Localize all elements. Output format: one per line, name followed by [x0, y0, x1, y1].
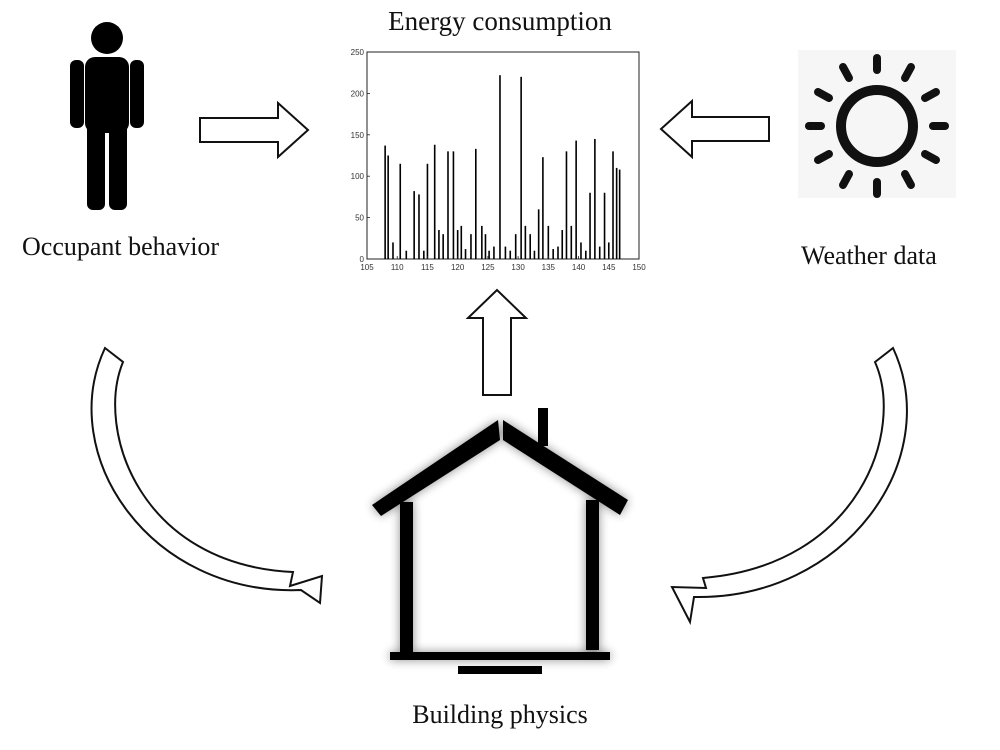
chart-bar: [426, 163, 429, 259]
chart-bar: [438, 230, 440, 259]
chart-bar: [475, 148, 477, 259]
chart-bar: [460, 225, 463, 259]
chart-bar: [464, 249, 467, 259]
chart-bar: [470, 234, 472, 259]
y-tick-label: 250: [351, 48, 365, 57]
y-tick-label: 50: [355, 214, 364, 223]
chart-bar: [565, 151, 568, 259]
chart-bar: [542, 157, 544, 259]
chart-bar: [418, 194, 420, 259]
x-tick-label: 125: [481, 263, 495, 272]
arrow-building-to-energy: [465, 288, 529, 396]
chart-bar: [607, 242, 610, 259]
chart-bar: [514, 234, 517, 259]
x-tick-label: 140: [572, 263, 586, 272]
chart-bar: [612, 151, 614, 259]
y-tick-label: 100: [351, 172, 365, 181]
chart-bar: [594, 138, 596, 259]
chart-bar: [561, 230, 564, 259]
chart-bar: [413, 191, 415, 259]
chart-bar: [481, 225, 483, 259]
chart-bar: [547, 225, 550, 259]
chart-bars: [384, 75, 621, 260]
arrow-occupant-to-building: [90, 346, 324, 605]
x-tick-label: 135: [542, 263, 556, 272]
chart-bar: [456, 230, 459, 259]
chart-bar: [488, 250, 490, 259]
person-icon: [70, 22, 144, 210]
chart-bar: [447, 151, 449, 259]
chart-bar: [585, 250, 587, 259]
chart-bar: [575, 140, 577, 259]
chart-x-ticks: 105 110 115 120 125 130 135 140 145 150: [360, 256, 646, 272]
chart-bar: [580, 242, 582, 259]
chart-bar: [589, 192, 591, 259]
chart-bar: [509, 250, 512, 259]
chart-bar: [618, 169, 621, 259]
y-tick-label: 200: [351, 89, 365, 98]
chart-bar: [405, 250, 408, 259]
chart-bar: [504, 246, 507, 259]
weather-data-label: Weather data: [801, 241, 937, 270]
x-tick-label: 145: [602, 263, 616, 272]
building-physics-label: Building physics: [412, 700, 588, 729]
energy-consumption-chart: 105 110 115 120 125 130 135 140 145 150 0 50 100 150…: [351, 48, 647, 272]
chart-bar: [557, 246, 559, 259]
sun-icon: [798, 50, 956, 198]
chart-bar: [552, 249, 554, 259]
chart-bar: [387, 155, 389, 259]
chart-y-ticks: 0 50 100 150 200 250: [351, 48, 370, 264]
chart-bar: [484, 234, 487, 259]
chart-bar: [384, 145, 386, 259]
x-tick-label: 130: [511, 263, 525, 272]
occupant-behavior-label: Occupant behavior: [22, 232, 220, 261]
house-icon: [372, 408, 628, 674]
chart-bar: [442, 234, 444, 259]
chart-bar: [570, 225, 573, 259]
chart-bar: [533, 250, 536, 259]
chart-bar: [537, 209, 540, 259]
chart-bar: [524, 225, 527, 259]
y-tick-label: 150: [351, 131, 365, 140]
chart-bar: [452, 151, 455, 259]
x-tick-label: 150: [632, 263, 646, 272]
chart-bar: [392, 242, 394, 259]
chart-bar: [433, 144, 436, 259]
chart-plot-area: [366, 51, 640, 260]
x-tick-label: 105: [360, 263, 374, 272]
chart-bar: [520, 76, 522, 259]
chart-bar: [493, 246, 495, 259]
x-tick-label: 110: [391, 263, 404, 272]
y-tick-label: 0: [360, 255, 365, 264]
chart-bar: [423, 250, 425, 259]
chart-bar: [499, 75, 501, 260]
chart-bar: [529, 234, 531, 259]
chart-bar: [598, 246, 601, 259]
chart-bar: [399, 163, 402, 259]
energy-consumption-title: Energy consumption: [388, 6, 612, 36]
arrow-weather-to-building: [670, 346, 908, 626]
chart-bar: [615, 167, 618, 259]
x-tick-label: 115: [421, 263, 434, 272]
arrow-occupant-to-energy: [199, 100, 310, 160]
chart-bar: [603, 192, 606, 259]
arrow-weather-to-energy: [659, 98, 770, 160]
x-tick-label: 120: [451, 263, 465, 272]
